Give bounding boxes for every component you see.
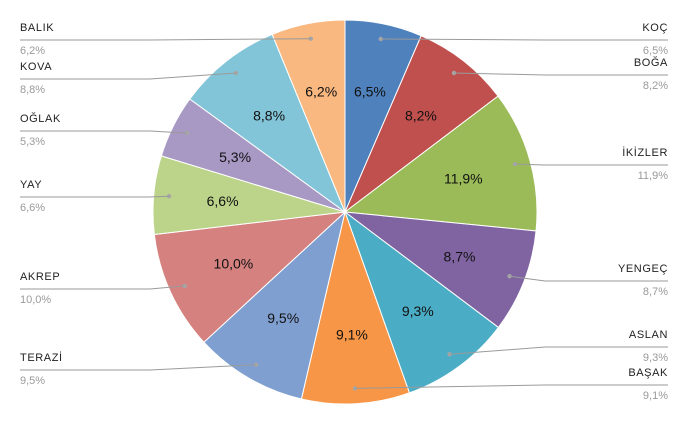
leader-line-oglak: [20, 130, 188, 134]
category-label-terazi: TERAZİ: [20, 351, 63, 364]
slice-value-labels: 6,5% 8,2% 11,9% 8,7% 9,3% 9,1% 9,5% 10,0% 6,6% 5,…: [207, 83, 483, 342]
value-label-koc: 6,5%: [354, 84, 386, 100]
category-label-boga: BOĞA: [634, 56, 668, 69]
percent-label-balik: 6,2%: [20, 45, 45, 57]
value-label-terazi: 9,5%: [267, 310, 299, 326]
leader-line-yay: [20, 195, 170, 198]
value-label-akrep: 10,0%: [214, 255, 254, 271]
slice-kova: [189, 33, 347, 214]
percent-label-koc: 6,5%: [643, 45, 668, 57]
leader-dot-aslan: [447, 352, 452, 357]
slice-aslan: [343, 210, 500, 394]
slice-ikizler: [343, 95, 538, 232]
percent-label-basak: 9,1%: [643, 390, 668, 402]
category-label-basak: BAŞAK: [628, 367, 668, 379]
leader-line-koc: [380, 38, 668, 41]
percent-label-oglak: 5,3%: [20, 136, 45, 148]
percent-label-yengec: 8,7%: [643, 286, 668, 298]
value-label-yay: 6,6%: [207, 193, 239, 209]
leader-line-kova: [20, 72, 237, 80]
leader-dot-yengec: [507, 274, 512, 279]
value-label-basak: 9,1%: [336, 327, 368, 343]
percent-label-terazi: 9,5%: [20, 375, 45, 387]
value-label-boga: 8,2%: [405, 107, 437, 123]
category-label-aslan: ASLAN: [629, 329, 668, 341]
value-label-aslan: 9,3%: [402, 303, 434, 319]
percent-label-kova: 8,8%: [20, 84, 45, 96]
slice-boga: [343, 35, 499, 214]
leader-line-akrep: [20, 285, 185, 290]
leader-dot-akrep: [182, 283, 187, 289]
slice-basak: [300, 210, 411, 405]
leader-line-balik: [20, 38, 311, 41]
value-label-balik: 6,2%: [305, 83, 337, 99]
leader-line-aslan: [449, 346, 668, 355]
category-label-akrep: AKREP: [20, 271, 60, 283]
value-label-yengec: 8,7%: [444, 249, 476, 265]
slice-balik: [271, 19, 346, 213]
value-label-kova: 8,8%: [253, 107, 285, 123]
percent-label-yay: 6,6%: [20, 202, 45, 214]
percent-label-boga: 8,2%: [643, 80, 668, 92]
slice-akrep: [153, 211, 347, 343]
leader-line-terazi: [20, 364, 257, 371]
value-label-ikizler: 11,9%: [444, 171, 483, 187]
slice-yengec: [343, 211, 537, 329]
category-label-balik: BALIK: [20, 22, 54, 34]
leader-line-basak: [354, 384, 668, 389]
leader-line-ikizler: [514, 163, 668, 166]
category-label-oglak: OĞLAK: [20, 112, 61, 125]
category-label-koc: KOÇ: [642, 22, 668, 34]
leader-line-boga: [453, 72, 668, 76]
value-label-oglak: 5,3%: [219, 149, 251, 165]
outside-labels: KOÇ6,5%BOĞA8,2%İKİZLER11,9%YENGEÇ8,7%ASL…: [20, 22, 668, 402]
percent-label-ikizler: 11,9%: [638, 170, 669, 182]
category-label-ikizler: İKİZLER: [622, 146, 668, 159]
percent-label-akrep: 10,0%: [20, 294, 51, 306]
pie-slices: [152, 19, 538, 405]
leader-line-yengec: [509, 275, 668, 282]
category-label-yengec: YENGEÇ: [618, 263, 668, 275]
category-label-kova: KOVA: [20, 61, 52, 73]
category-label-yay: YAY: [20, 179, 42, 191]
slice-terazi: [203, 210, 346, 400]
percent-label-aslan: 9,3%: [643, 352, 668, 364]
